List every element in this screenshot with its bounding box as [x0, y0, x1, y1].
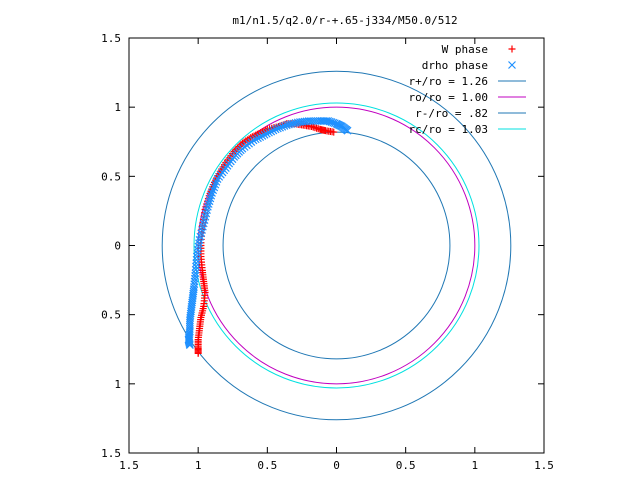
data-point: [204, 200, 213, 208]
data-point: [267, 127, 276, 136]
legend-label: rc/ro = 1.03: [409, 123, 488, 136]
data-point: [205, 197, 214, 206]
x-tick-label: 1: [195, 459, 202, 472]
legend: W phase drho phase r+/ro = 1.26 ro/ro = 1.0…: [409, 43, 526, 136]
y-tick-label: 1.5: [101, 447, 121, 460]
chart-title: m1/n1.5/q2.0/r-+.65-j334/M50.0/512: [232, 14, 457, 27]
legend-label: ro/ro = 1.00: [409, 91, 488, 104]
data-point: [191, 265, 200, 274]
data-point: [280, 122, 289, 130]
legend-label: r+/ro = 1.26: [409, 75, 488, 88]
legend-label: W phase: [442, 43, 488, 56]
points-layer: [184, 117, 352, 357]
y-tick-label: 0.5: [101, 309, 121, 322]
y-tick-label: 0.5: [101, 170, 121, 183]
data-point: [254, 134, 262, 143]
data-point: [208, 189, 216, 197]
data-point: [185, 341, 194, 350]
data-point: [293, 118, 302, 127]
data-point: [192, 252, 201, 261]
circle-rc-ring: [193, 102, 480, 389]
data-point: [271, 125, 280, 134]
y-tick-label: 1.5: [101, 32, 121, 45]
circle-r+-ring: [161, 70, 512, 421]
legend-label: drho phase: [422, 59, 488, 72]
data-point: [206, 194, 215, 203]
x-tick-label: 0.5: [257, 459, 277, 472]
x-tick-label: 1.5: [534, 459, 554, 472]
circle-layer: [161, 70, 512, 421]
x-tick-label: 1.5: [119, 459, 139, 472]
legend-marker: [508, 45, 516, 53]
legend-marker: [508, 61, 516, 69]
data-point: [192, 255, 201, 264]
data-point: [207, 191, 216, 200]
data-point: [282, 121, 291, 130]
data-point: [256, 133, 265, 141]
tick-layer: 1.5 1 0.5 0 0.5 1 1.51.510.500.511.5: [101, 32, 554, 472]
data-point: [319, 117, 328, 125]
x-tick-label: 0: [333, 459, 340, 472]
y-tick-label: 0: [114, 240, 121, 253]
data-point: [258, 132, 267, 140]
data-point: [251, 135, 260, 144]
data-point: [194, 349, 202, 357]
x-tick-label: 1: [472, 459, 479, 472]
legend-label: r-/ro = .82: [415, 107, 488, 120]
data-point: [273, 124, 282, 133]
data-point: [276, 123, 284, 132]
circle-r--ring: [222, 131, 451, 360]
data-point: [269, 126, 278, 135]
data-point: [262, 129, 271, 138]
y-tick-label: 1: [114, 378, 121, 391]
series-drho-phase: [184, 117, 352, 350]
data-point: [265, 128, 273, 137]
data-point: [289, 119, 298, 128]
data-point: [278, 122, 287, 131]
data-point: [192, 262, 200, 271]
x-tick-label: 0.5: [396, 459, 416, 472]
data-point: [192, 259, 201, 268]
data-point: [287, 120, 296, 128]
data-point: [291, 119, 300, 127]
data-point: [284, 120, 293, 129]
data-point: [260, 130, 269, 139]
y-tick-label: 1: [114, 101, 121, 114]
